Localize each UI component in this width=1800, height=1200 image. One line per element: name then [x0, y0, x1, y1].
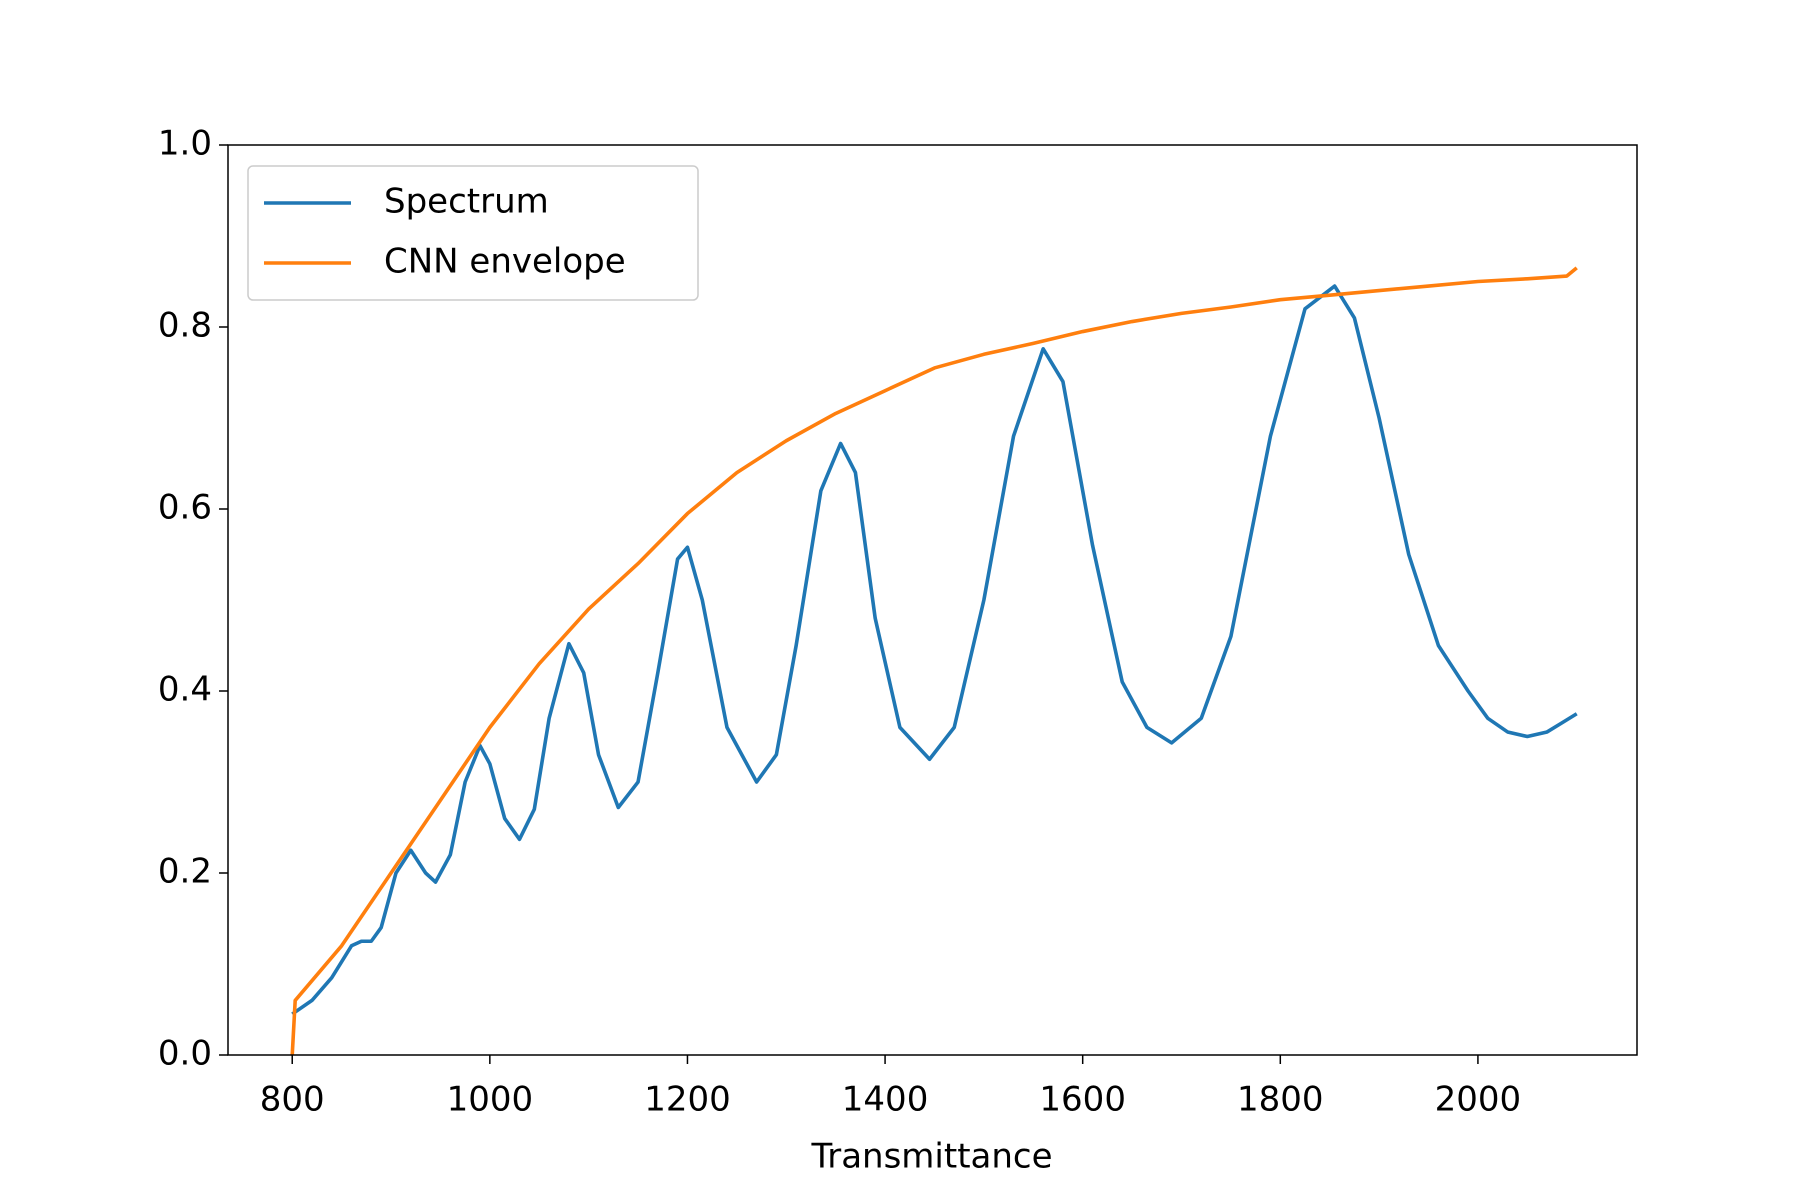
y-tick-label: 0.6: [158, 488, 212, 528]
legend-box: [247, 165, 699, 301]
x-tick-label: 1200: [644, 1080, 731, 1120]
x-tick-label: 2000: [1435, 1080, 1522, 1120]
y-tick-label: 0.4: [158, 670, 212, 710]
x-tick-label: 1400: [842, 1080, 929, 1120]
y-tick-label: 1.0: [158, 124, 212, 164]
x-tick-label: 1600: [1039, 1080, 1126, 1120]
x-tick-label: 1000: [447, 1080, 534, 1120]
y-tick-label: 0.2: [158, 852, 212, 892]
x-tick-label: 1800: [1237, 1080, 1324, 1120]
legend-label: CNN envelope: [384, 242, 626, 282]
x-axis-label: Transmittance: [810, 1137, 1052, 1177]
legend-label: Spectrum: [384, 182, 549, 222]
y-tick-label: 0.8: [158, 306, 212, 346]
x-tick-label: 800: [260, 1080, 325, 1120]
plot-frame: [227, 144, 1638, 1056]
series-line: [291, 284, 1578, 1016]
series-line: [290, 266, 1578, 1056]
y-tick-label: 0.0: [158, 1034, 212, 1074]
